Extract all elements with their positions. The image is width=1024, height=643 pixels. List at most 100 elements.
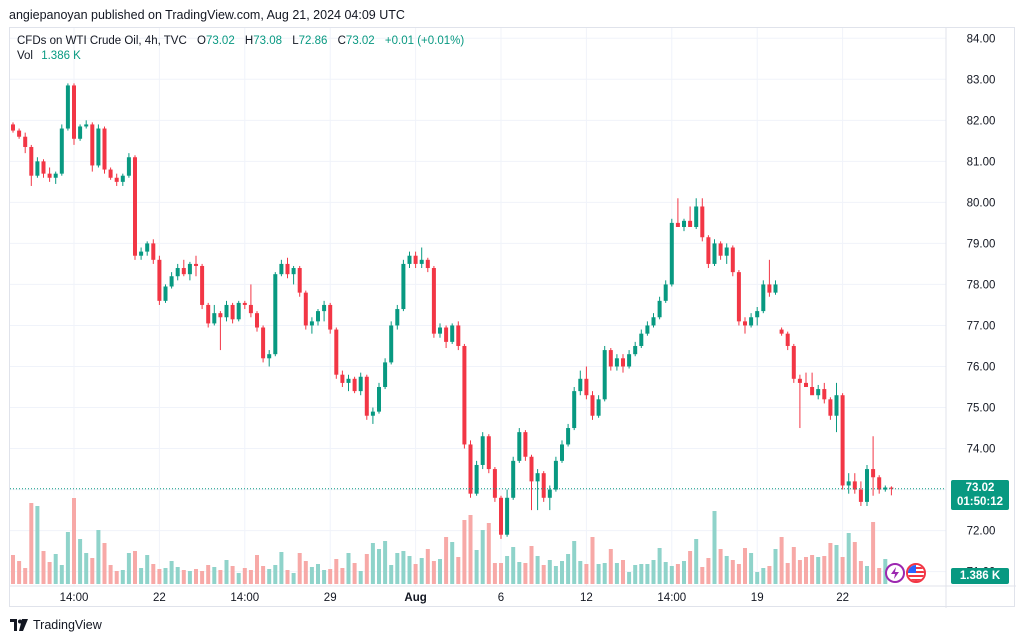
candle-body [47, 173, 52, 178]
symbol-title[interactable]: CFDs on WTI Crude Oil, 4h, TVC [17, 35, 187, 47]
price-chart[interactable]: 84.00 83.00 82.00 81.00 80.00 79.00 78.00 77.00… [10, 28, 1016, 608]
volume-bar [852, 542, 857, 584]
volume-bar [370, 543, 375, 584]
candle-body [291, 268, 296, 275]
candle-body [242, 302, 247, 305]
volume-bar [78, 539, 83, 584]
volume-tag: 1.386 K [951, 568, 1009, 584]
candle-body [108, 169, 113, 178]
volume-bar [352, 563, 357, 584]
volume-bar [505, 556, 510, 584]
candle-body [316, 311, 320, 322]
time-tick-label: Aug [404, 592, 426, 604]
volume-bar [444, 537, 449, 584]
candle-body [462, 345, 467, 445]
volume-bar [303, 561, 308, 584]
volume-bar [267, 569, 272, 584]
volume-bar [700, 567, 705, 584]
candle-body [248, 304, 253, 314]
volume-bar [309, 567, 314, 584]
volume-bar [834, 545, 839, 584]
candle-body [273, 274, 278, 355]
candle-body [84, 124, 89, 127]
candle-body [749, 317, 754, 326]
volume-bar [322, 570, 327, 584]
lightning-event-icon[interactable] [885, 563, 905, 583]
volume-bar [553, 566, 558, 584]
footer-brand[interactable]: TradingView [10, 618, 102, 632]
low-label: L [292, 35, 299, 47]
volume-bar [797, 560, 802, 584]
candle-body [126, 157, 131, 176]
volume-bar [47, 562, 52, 584]
high-value: 73.08 [253, 35, 283, 47]
candle-body [72, 85, 76, 139]
volume-bar [59, 565, 64, 584]
candle-body [535, 473, 540, 482]
candle-body [90, 124, 95, 166]
volume-bar [65, 532, 70, 584]
volume-bar [474, 550, 479, 584]
volume-bar [90, 558, 95, 584]
candle-body [267, 354, 272, 359]
volume-bar [517, 562, 522, 584]
volume-bar [621, 560, 625, 584]
candle-body [53, 173, 58, 178]
us-flag-event-icon[interactable] [906, 563, 926, 583]
candle-body [370, 411, 375, 416]
candle-body [852, 481, 857, 490]
volume-bar [651, 560, 656, 584]
chart-legend: CFDs on WTI Crude Oil, 4h, TVC O73.02 H7… [17, 34, 464, 64]
candle-body [206, 304, 211, 324]
volume-bar [865, 566, 869, 584]
candle-body [761, 284, 766, 312]
candle-body [157, 259, 162, 301]
candle-body [194, 263, 198, 266]
candle-body [602, 350, 607, 400]
volume-bar [804, 557, 808, 584]
volume-bar [529, 546, 534, 584]
candle-body [450, 325, 455, 342]
volume-bar [41, 551, 46, 584]
volume-bar [346, 553, 351, 584]
candle-body [785, 333, 790, 346]
time-tick-label: 6 [498, 592, 504, 604]
candle-body [431, 268, 436, 334]
close-label: C [337, 35, 346, 47]
candle-body [59, 128, 64, 174]
candle-body [797, 378, 802, 383]
candle-body [151, 243, 156, 260]
volume-bar [157, 569, 162, 584]
volume-bar [212, 567, 217, 584]
candle-body [425, 259, 430, 269]
candle-body [755, 311, 760, 318]
candle-body [389, 325, 394, 363]
candle-body [401, 263, 406, 310]
candle-body [181, 268, 186, 275]
change-value: +0.01 (+0.01%) [384, 35, 465, 47]
volume-bar [389, 565, 394, 584]
volume-bar [773, 549, 778, 584]
open-value: 73.02 [205, 35, 235, 47]
volume-bar [358, 571, 363, 584]
volume-bar [596, 564, 601, 584]
volume-bar [535, 556, 540, 584]
candle-body [309, 321, 314, 326]
candle-body [407, 255, 412, 264]
volume-bar [236, 573, 241, 584]
candle-body [529, 456, 534, 482]
candle-body [889, 487, 894, 489]
volume-bar [785, 563, 790, 584]
candle-body [633, 345, 638, 355]
candle-body [468, 444, 473, 494]
volume-bar [639, 564, 644, 584]
volume-bar [858, 561, 863, 584]
candle-body [486, 436, 491, 470]
volume-bar [602, 563, 607, 584]
candle-body [352, 378, 357, 392]
candle-body [846, 481, 851, 486]
volume-bar [11, 555, 15, 584]
chart-frame[interactable]: 84.00 83.00 82.00 81.00 80.00 79.00 78.00 77.00… [9, 27, 1016, 608]
candle-body [438, 327, 442, 334]
candle-body [17, 130, 22, 137]
